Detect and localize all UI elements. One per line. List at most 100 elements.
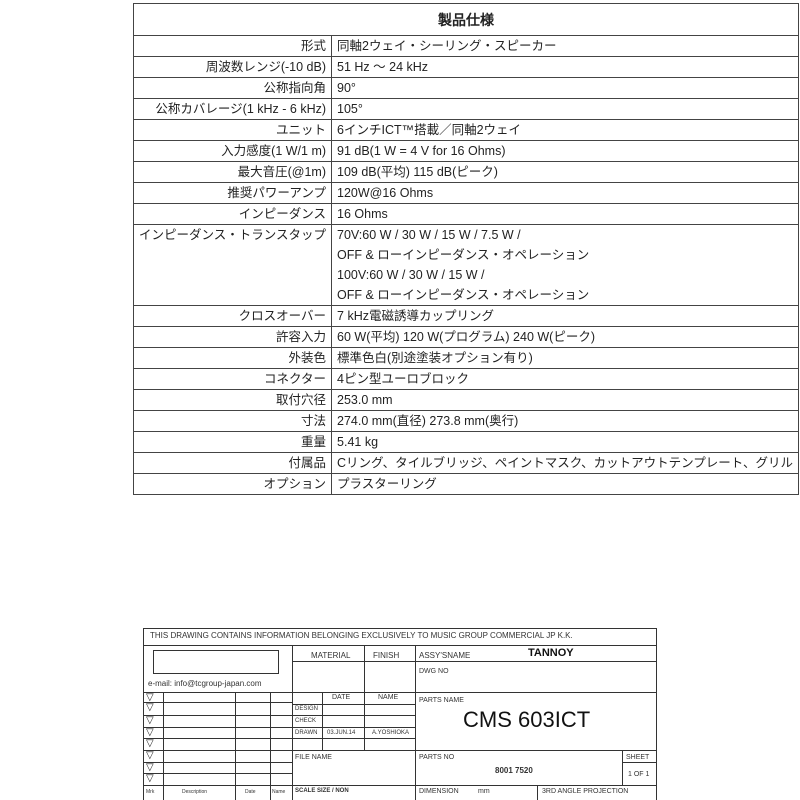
rev-name-header: Name [272, 789, 286, 795]
spec-value: 120W@16 Ohms [331, 182, 800, 204]
revision-triangle-icon: ▽ [146, 692, 154, 703]
spec-value: 16 Ohms [331, 203, 800, 225]
spec-label: 取付穴径 [132, 389, 333, 411]
grid-line [622, 762, 657, 763]
parts-no-value: 8001 7520 [495, 766, 533, 775]
spec-value: 4ピン型ユーロブロック [331, 368, 800, 390]
spec-label: インピーダンス・トランスタップ [132, 224, 333, 306]
spec-value-line: 70V:60 W / 30 W / 15 W / 7.5 W / [337, 228, 521, 242]
grid-line [143, 715, 292, 716]
grid-line [143, 762, 292, 763]
rev-mrk-header: Mrk [146, 789, 155, 795]
assy-name-label: ASSY'SNAME [419, 651, 471, 660]
spec-value: 91 dB(1 W = 4 V for 16 Ohms) [331, 140, 800, 162]
email: e-mail: info@tcgroup-japan.com [148, 679, 262, 688]
spec-value: プラスターリング [331, 473, 800, 495]
spec-value: 105° [331, 98, 800, 120]
spec-row: 最大音圧(@1m) 109 dB(平均) 115 dB(ピーク) [132, 161, 800, 183]
spec-table: 製品仕様 形式 同軸2ウェイ・シーリング・スピーカー 周波数レンジ(-10 dB) 5… [132, 3, 800, 495]
spec-label: 公称指向角 [132, 77, 333, 99]
spec-row: オプション プラスターリング [132, 473, 800, 495]
scale-label: SCALE SIZE / NON [295, 788, 349, 794]
rev-desc-header: Description [182, 789, 208, 795]
spec-label: オプション [132, 473, 333, 495]
name-header: NAME [378, 694, 399, 701]
grid-line [143, 645, 657, 646]
grid-line [292, 750, 657, 751]
spec-label: ユニット [132, 119, 333, 141]
spec-row: 形式 同軸2ウェイ・シーリング・スピーカー [132, 35, 800, 57]
file-name-label: FILE NAME [295, 754, 332, 761]
spec-label: クロスオーバー [132, 305, 333, 327]
grid-line [292, 645, 293, 800]
grid-line [270, 692, 271, 800]
revision-triangle-icon: ▽ [146, 738, 154, 749]
grid-line [537, 785, 538, 800]
spec-value: 6インチICT™搭載／同軸2ウェイ [331, 119, 800, 141]
design-label: DESIGN [295, 706, 319, 712]
spec-label: インピーダンス [132, 203, 333, 225]
spec-value: Cリング、タイルブリッジ、ペイントマスク、カットアウトテンプレート、グリル [331, 452, 800, 474]
spec-row: 寸法 274.0 mm(直径) 273.8 mm(奥行) [132, 410, 800, 432]
spec-row: 付属品 Cリング、タイルブリッジ、ペイントマスク、カットアウトテンプレート、グリル [132, 452, 800, 474]
spec-value: 253.0 mm [331, 389, 800, 411]
spec-label: 入力感度(1 W/1 m) [132, 140, 333, 162]
revision-triangle-icon: ▽ [146, 715, 154, 726]
spec-label: 許容入力 [132, 326, 333, 348]
sheet-value: 1 OF 1 [628, 771, 650, 778]
spec-row: 公称カバレージ(1 kHz - 6 kHz) 105° [132, 98, 800, 120]
grid-line [415, 645, 416, 800]
grid-line [143, 773, 292, 774]
finish-label: FINISH [373, 651, 400, 660]
spec-value: 5.41 kg [331, 431, 800, 453]
revision-triangle-icon: ▽ [146, 702, 154, 713]
spec-label: 重量 [132, 431, 333, 453]
grid-line [143, 692, 657, 693]
parts-name-label: PARTS NAME [419, 697, 464, 704]
grid-line [292, 704, 415, 705]
spec-value-line: 100V:60 W / 30 W / 15 W / [337, 268, 485, 282]
spec-value: 標準色白(別途塗装オプション有り) [331, 347, 800, 369]
ownership-notice: THIS DRAWING CONTAINS INFORMATION BELONG… [150, 631, 573, 640]
spec-row: インピーダンス 16 Ohms [132, 203, 800, 225]
grid-line [322, 692, 323, 750]
spec-row: 入力感度(1 W/1 m) 91 dB(1 W = 4 V for 16 Ohms… [132, 140, 800, 162]
spec-value: 90° [331, 77, 800, 99]
grid-line [163, 692, 164, 800]
spec-table-title: 製品仕様 [132, 3, 800, 36]
spec-label: 公称カバレージ(1 kHz - 6 kHz) [132, 98, 333, 120]
spec-label: 付属品 [132, 452, 333, 474]
spec-value: 同軸2ウェイ・シーリング・スピーカー [331, 35, 800, 57]
spec-value-line: OFF & ローインピーダンス・オペレーション [337, 248, 590, 262]
date-header: DATE [332, 694, 351, 701]
grid-line [143, 750, 292, 751]
drawn-label: DRAWN [295, 730, 318, 736]
grid-line [364, 645, 365, 692]
grid-line [622, 750, 623, 785]
spec-row: 許容入力 60 W(平均) 120 W(プログラム) 240 W(ピーク) [132, 326, 800, 348]
spec-label: 周波数レンジ(-10 dB) [132, 56, 333, 78]
spec-row: クロスオーバー 7 kHz電磁誘導カップリング [132, 305, 800, 327]
grid-line [364, 692, 365, 750]
spec-label: 寸法 [132, 410, 333, 432]
revision-triangle-icon: ▽ [146, 762, 154, 773]
spec-label: 形式 [132, 35, 333, 57]
logo-box [153, 650, 279, 674]
revision-triangle-icon: ▽ [146, 773, 154, 784]
spec-label: 外装色 [132, 347, 333, 369]
dimension-label: DIMENSION [419, 788, 459, 795]
revision-triangle-icon: ▽ [146, 727, 154, 738]
grid-line [235, 692, 236, 800]
grid-line [143, 702, 292, 703]
parts-no-label: PARTS NO [419, 754, 455, 761]
spec-row: 取付穴径 253.0 mm [132, 389, 800, 411]
spec-value: 109 dB(平均) 115 dB(ピーク) [331, 161, 800, 183]
grid-line [292, 727, 415, 728]
spec-row: 周波数レンジ(-10 dB) 51 Hz 〜 24 kHz [132, 56, 800, 78]
drawn-date: 03.JUN.14 [327, 730, 356, 736]
spec-row: コネクター 4ピン型ユーロブロック [132, 368, 800, 390]
revision-triangle-icon: ▽ [146, 750, 154, 761]
grid-line [292, 738, 415, 739]
drawing-title-block [143, 628, 657, 800]
spec-label: 推奨パワーアンプ [132, 182, 333, 204]
